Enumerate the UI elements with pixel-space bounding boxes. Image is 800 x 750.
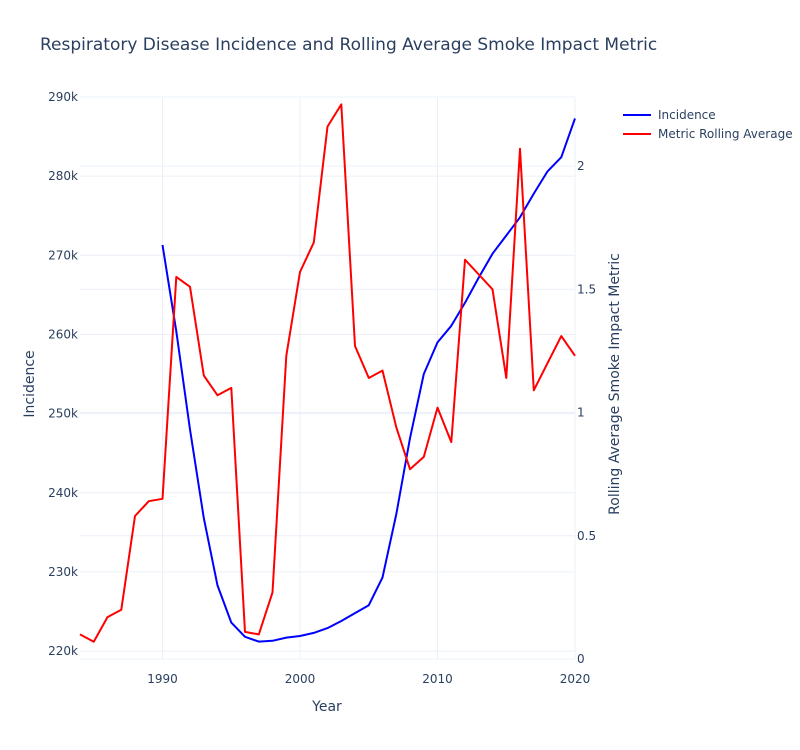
y-axis-ticks: 220k 230k 240k 250k 260k 270k 280k 290k — [48, 90, 78, 658]
y2-axis-ticks: 0 0.5 1 1.5 2 — [577, 159, 596, 666]
legend: Incidence Metric Rolling Average — [623, 108, 793, 141]
y-tick-label: 270k — [48, 248, 78, 262]
series-line-1 — [79, 103, 576, 643]
x-axis-title: Year — [311, 699, 342, 715]
y-tick-label: 220k — [48, 644, 78, 658]
y-tick-label: 260k — [48, 327, 78, 341]
y-tick-label: 280k — [48, 169, 78, 183]
x-tick-label: 2020 — [560, 672, 591, 686]
y2-tick-label: 2 — [577, 159, 585, 173]
series-layer — [79, 103, 576, 643]
series-line-0 — [161, 118, 576, 643]
legend-label-1: Metric Rolling Average — [658, 127, 793, 141]
y-tick-label: 250k — [48, 407, 78, 421]
y2-tick-label: 1.5 — [577, 282, 596, 296]
grid-lines — [80, 96, 576, 660]
x-tick-label: 1990 — [147, 672, 178, 686]
chart-title: Respiratory Disease Incidence and Rollin… — [40, 35, 657, 55]
x-axis-ticks: 1990 2000 2010 2020 — [147, 672, 590, 686]
y-axis-title: Incidence — [22, 350, 38, 417]
x-tick-label: 2010 — [422, 672, 453, 686]
y-tick-label: 240k — [48, 486, 78, 500]
legend-label-0: Incidence — [658, 108, 716, 122]
y-tick-label: 290k — [48, 90, 78, 104]
y2-tick-label: 1 — [577, 406, 585, 420]
y2-axis-title: Rolling Average Smoke Impact Metric — [607, 253, 623, 515]
y2-tick-label: 0.5 — [577, 529, 596, 543]
y-tick-label: 230k — [48, 565, 78, 579]
x-tick-label: 2000 — [285, 672, 316, 686]
y2-tick-label: 0 — [577, 652, 585, 666]
